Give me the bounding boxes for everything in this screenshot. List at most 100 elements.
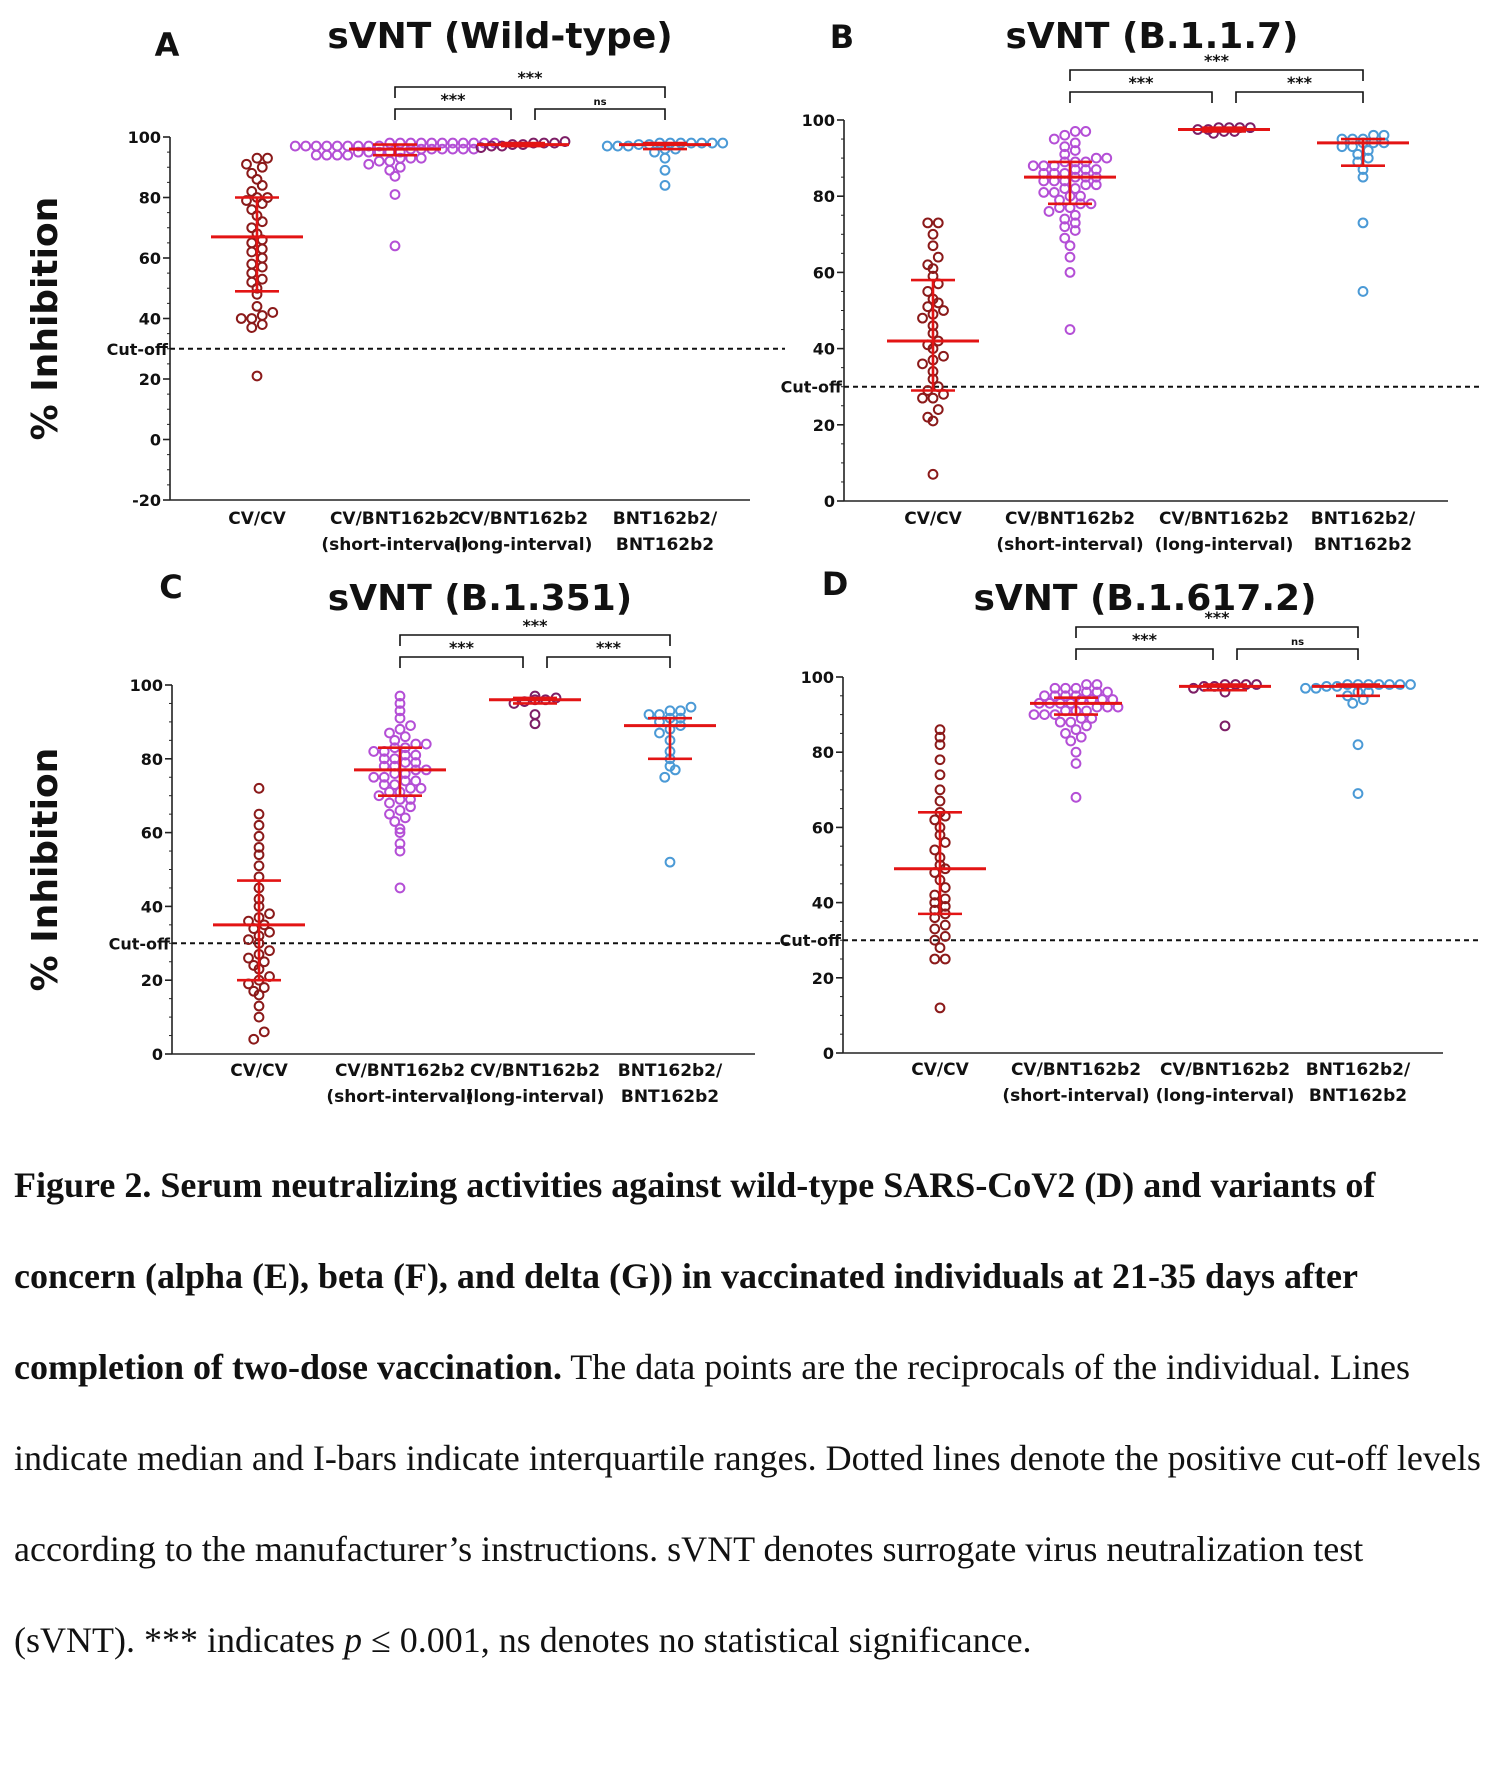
y-tick-label: 60 <box>813 263 835 282</box>
data-point <box>1064 240 1076 252</box>
data-point <box>934 731 946 743</box>
significance-label: *** <box>1128 73 1154 92</box>
panel-letter: D <box>822 565 849 603</box>
data-point <box>394 705 406 717</box>
data-point <box>1080 164 1092 175</box>
data-point <box>1069 217 1081 229</box>
data-point <box>394 712 406 724</box>
category-label-line2: (long-interval) <box>1156 1086 1295 1106</box>
data-point <box>1080 126 1092 137</box>
data-point <box>622 140 634 152</box>
panel-title: sVNT (B.1.351) <box>328 578 632 619</box>
y-tick-label: 80 <box>139 189 161 208</box>
data-point <box>405 801 416 813</box>
panel-title: sVNT (B.1.617.2) <box>973 578 1316 619</box>
data-point <box>1070 724 1082 736</box>
data-point <box>929 953 941 965</box>
data-point <box>717 137 729 149</box>
data-point <box>310 149 322 161</box>
category-label: BNT162b2/ <box>618 1061 723 1081</box>
category-label-line2: (long-interval) <box>454 535 593 555</box>
data-point <box>1357 217 1369 229</box>
data-point <box>331 140 343 152</box>
data-point <box>934 784 946 796</box>
data-point <box>1059 141 1071 153</box>
data-point <box>917 312 928 324</box>
significance-bracket <box>1069 91 1213 103</box>
data-point <box>399 812 411 824</box>
data-point <box>253 849 265 861</box>
data-point <box>256 180 268 191</box>
data-point <box>394 805 406 816</box>
data-point <box>1064 251 1076 263</box>
data-point <box>436 137 448 149</box>
data-point <box>246 237 258 249</box>
data-point <box>447 137 459 149</box>
significance-bracket <box>1235 91 1364 103</box>
data-point <box>394 838 406 850</box>
significance-bracket <box>546 656 671 668</box>
data-point <box>405 137 417 149</box>
data-point <box>394 845 406 857</box>
data-point <box>938 305 949 316</box>
cutoff-label: Cut-off <box>109 934 171 953</box>
data-point <box>457 143 469 155</box>
significance-bracket <box>399 634 671 646</box>
data-point <box>927 468 939 480</box>
data-point <box>256 252 268 264</box>
data-point <box>1059 213 1071 225</box>
data-point <box>1384 679 1395 690</box>
y-tick-label: 20 <box>812 969 834 988</box>
data-point <box>363 158 375 170</box>
data-point <box>384 155 396 167</box>
data-point <box>241 158 252 170</box>
data-point <box>389 734 401 746</box>
data-point <box>321 149 333 161</box>
data-point <box>664 856 676 868</box>
data-point <box>1048 186 1060 198</box>
data-point <box>696 137 708 149</box>
data-point <box>246 267 258 279</box>
data-point <box>1064 324 1076 335</box>
significance-bracket <box>394 86 666 98</box>
significance-label: *** <box>1287 73 1313 92</box>
data-point <box>1081 720 1092 732</box>
data-point <box>934 724 946 736</box>
data-point <box>1060 690 1071 702</box>
panel-letter: C <box>159 568 182 606</box>
caption-text-1: The data points are the reciprocals of t… <box>14 1347 1481 1660</box>
data-point <box>262 152 273 164</box>
data-point <box>1049 682 1061 694</box>
data-point <box>378 779 390 791</box>
data-point <box>384 797 395 809</box>
data-point <box>251 301 263 312</box>
data-point <box>1048 133 1060 145</box>
significance-label: ns <box>593 97 606 108</box>
data-point <box>389 816 401 827</box>
data-point <box>659 771 671 783</box>
significance-label: *** <box>449 638 475 657</box>
data-point <box>1090 164 1102 175</box>
data-point <box>235 313 247 324</box>
data-point <box>253 860 265 872</box>
category-label: CV/BNT162b2 <box>330 509 460 529</box>
y-tick-label: 0 <box>150 431 161 450</box>
data-point <box>1070 682 1082 694</box>
data-point <box>934 1002 946 1014</box>
significance-bracket <box>1075 626 1359 638</box>
data-point <box>659 164 671 176</box>
data-point <box>246 322 258 333</box>
data-point <box>1065 716 1077 728</box>
data-point <box>1070 758 1082 769</box>
data-point <box>529 709 541 720</box>
data-point <box>253 841 265 853</box>
data-point <box>1038 186 1050 198</box>
data-point <box>1059 148 1071 160</box>
data-point <box>685 137 697 149</box>
cutoff-label: Cut-off <box>780 931 842 950</box>
data-point <box>1069 137 1081 149</box>
data-point <box>368 771 380 783</box>
